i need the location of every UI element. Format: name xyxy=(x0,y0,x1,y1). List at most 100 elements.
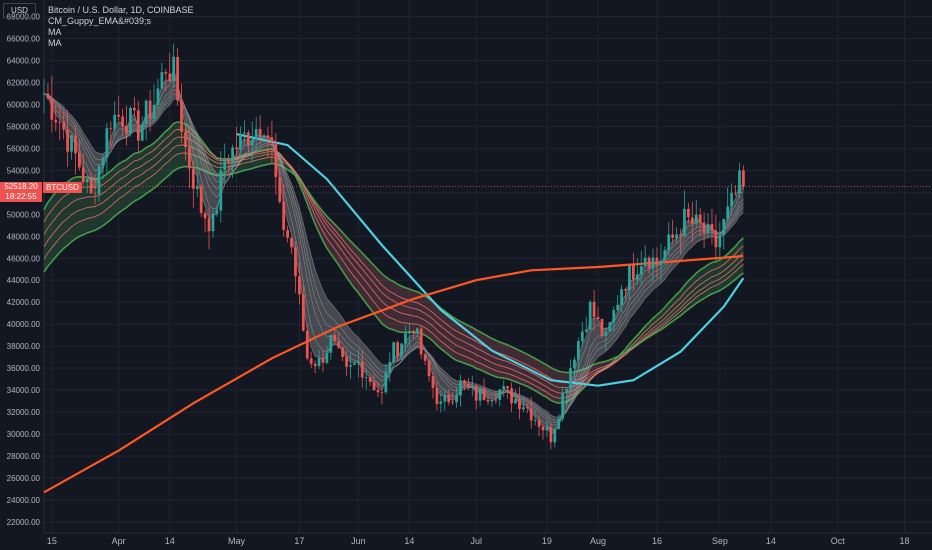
candle-body xyxy=(298,276,301,295)
candle-body xyxy=(486,399,490,402)
candle-body xyxy=(294,247,297,277)
candle-body xyxy=(742,170,745,187)
candle-body xyxy=(341,347,344,357)
candle-body xyxy=(400,343,403,357)
candle-body xyxy=(266,135,270,138)
candle-body xyxy=(415,328,419,334)
symbol-title[interactable]: Bitcoin / U.S. Dollar, 1D, COINBASE xyxy=(48,5,194,15)
candle-body xyxy=(215,210,219,214)
candle-body xyxy=(694,214,698,224)
candle-body xyxy=(498,389,502,400)
candle-body xyxy=(734,192,737,194)
candle-body xyxy=(408,330,411,334)
time-tick-label: Sep xyxy=(712,536,728,546)
candle-body xyxy=(42,93,46,95)
indicator-ma-2-label[interactable]: MA xyxy=(48,38,62,48)
candle-body xyxy=(494,399,498,401)
candle-body xyxy=(136,110,140,141)
candle-body xyxy=(164,72,168,74)
candle-body xyxy=(510,388,513,404)
candle-body xyxy=(714,230,718,248)
candle-body xyxy=(227,160,231,163)
candle-body xyxy=(184,132,187,147)
candle-body xyxy=(325,352,329,363)
candle-body xyxy=(58,122,62,124)
candle-body xyxy=(109,128,113,130)
candle-body xyxy=(553,428,557,443)
candle-body xyxy=(172,56,176,82)
candle-body xyxy=(663,250,667,261)
candle-body xyxy=(643,257,647,267)
price-tick-label: 54000.00 xyxy=(7,166,41,175)
candle-body xyxy=(431,376,435,388)
ma-fast-line xyxy=(236,133,745,387)
candle-body xyxy=(659,260,663,266)
candle-body xyxy=(274,142,278,178)
time-tick-label: Oct xyxy=(831,536,846,546)
price-tick-label: 62000.00 xyxy=(7,78,41,87)
countdown-tag: 18:22:55 xyxy=(0,192,42,202)
candle-body xyxy=(667,234,671,251)
currency-label[interactable]: USD xyxy=(3,3,36,18)
candle-body xyxy=(121,116,124,126)
candle-body xyxy=(514,399,517,404)
guppy-long-line xyxy=(43,162,744,374)
candle-body xyxy=(156,88,160,105)
candle-body xyxy=(423,354,427,361)
candle-body xyxy=(333,335,337,342)
candle-body xyxy=(376,390,380,393)
candle-body xyxy=(396,342,400,357)
price-axis[interactable]: 22000.00 24000.00 26000.00 28000.00 30000.00… xyxy=(7,0,45,533)
candle-body xyxy=(81,167,85,183)
price-tick-label: 48000.00 xyxy=(7,232,41,241)
ma-slow-line xyxy=(43,255,744,494)
indicator-ma-1-label[interactable]: MA xyxy=(48,27,62,37)
guppy-long-line xyxy=(43,136,744,394)
candle-body xyxy=(168,73,172,82)
candle-body xyxy=(360,361,364,378)
price-tick-label: 50000.00 xyxy=(7,210,41,219)
price-tick-label: 60000.00 xyxy=(7,100,41,109)
price-tick-label: 34000.00 xyxy=(7,386,41,395)
candle-body xyxy=(439,401,443,404)
candle-body xyxy=(235,147,238,150)
candle-body xyxy=(573,359,576,369)
candle-body xyxy=(388,361,392,372)
last-price-tag: 52518.20 xyxy=(0,182,42,192)
time-axis[interactable]: 15 Apr 14 May 17 Jun 14 Jul 19 Aug 16 Sep 14 Oct 18 xyxy=(44,532,932,546)
candle-body xyxy=(419,328,423,355)
candle-body xyxy=(683,208,686,237)
guppy-short-line xyxy=(43,84,744,426)
candle-body xyxy=(125,125,128,134)
time-tick-label: Aug xyxy=(590,536,606,546)
candle-body xyxy=(113,114,117,129)
candle-body xyxy=(180,100,183,133)
candle-body xyxy=(600,318,604,336)
price-tick-label: 64000.00 xyxy=(7,56,41,65)
candle-body xyxy=(329,335,333,353)
price-tick-label: 40000.00 xyxy=(7,320,41,329)
candle-body xyxy=(62,122,66,130)
candle-body xyxy=(502,386,506,390)
candle-body xyxy=(722,219,726,235)
candle-body xyxy=(380,392,384,393)
candle-body xyxy=(632,265,635,280)
candle-body xyxy=(305,330,309,359)
candle-body xyxy=(478,388,482,401)
candle-body xyxy=(246,132,250,146)
symbol-tag: BTCUSD xyxy=(43,182,82,193)
candle-body xyxy=(470,386,474,388)
candle-body xyxy=(211,213,215,232)
indicator-guppy-label[interactable]: CM_Guppy_EMA&#039;s xyxy=(48,16,152,26)
candle-body xyxy=(70,135,73,152)
candle-body xyxy=(706,223,710,233)
chart-legend: Bitcoin / U.S. Dollar, 1D, COINBASE CM_G… xyxy=(48,5,194,49)
candle-body xyxy=(74,135,77,154)
candle-body xyxy=(313,363,317,367)
guppy-short-line xyxy=(43,89,744,423)
candle-body xyxy=(635,274,639,280)
candle-body xyxy=(152,104,156,119)
candle-body xyxy=(117,114,121,117)
candle-body xyxy=(596,317,600,319)
